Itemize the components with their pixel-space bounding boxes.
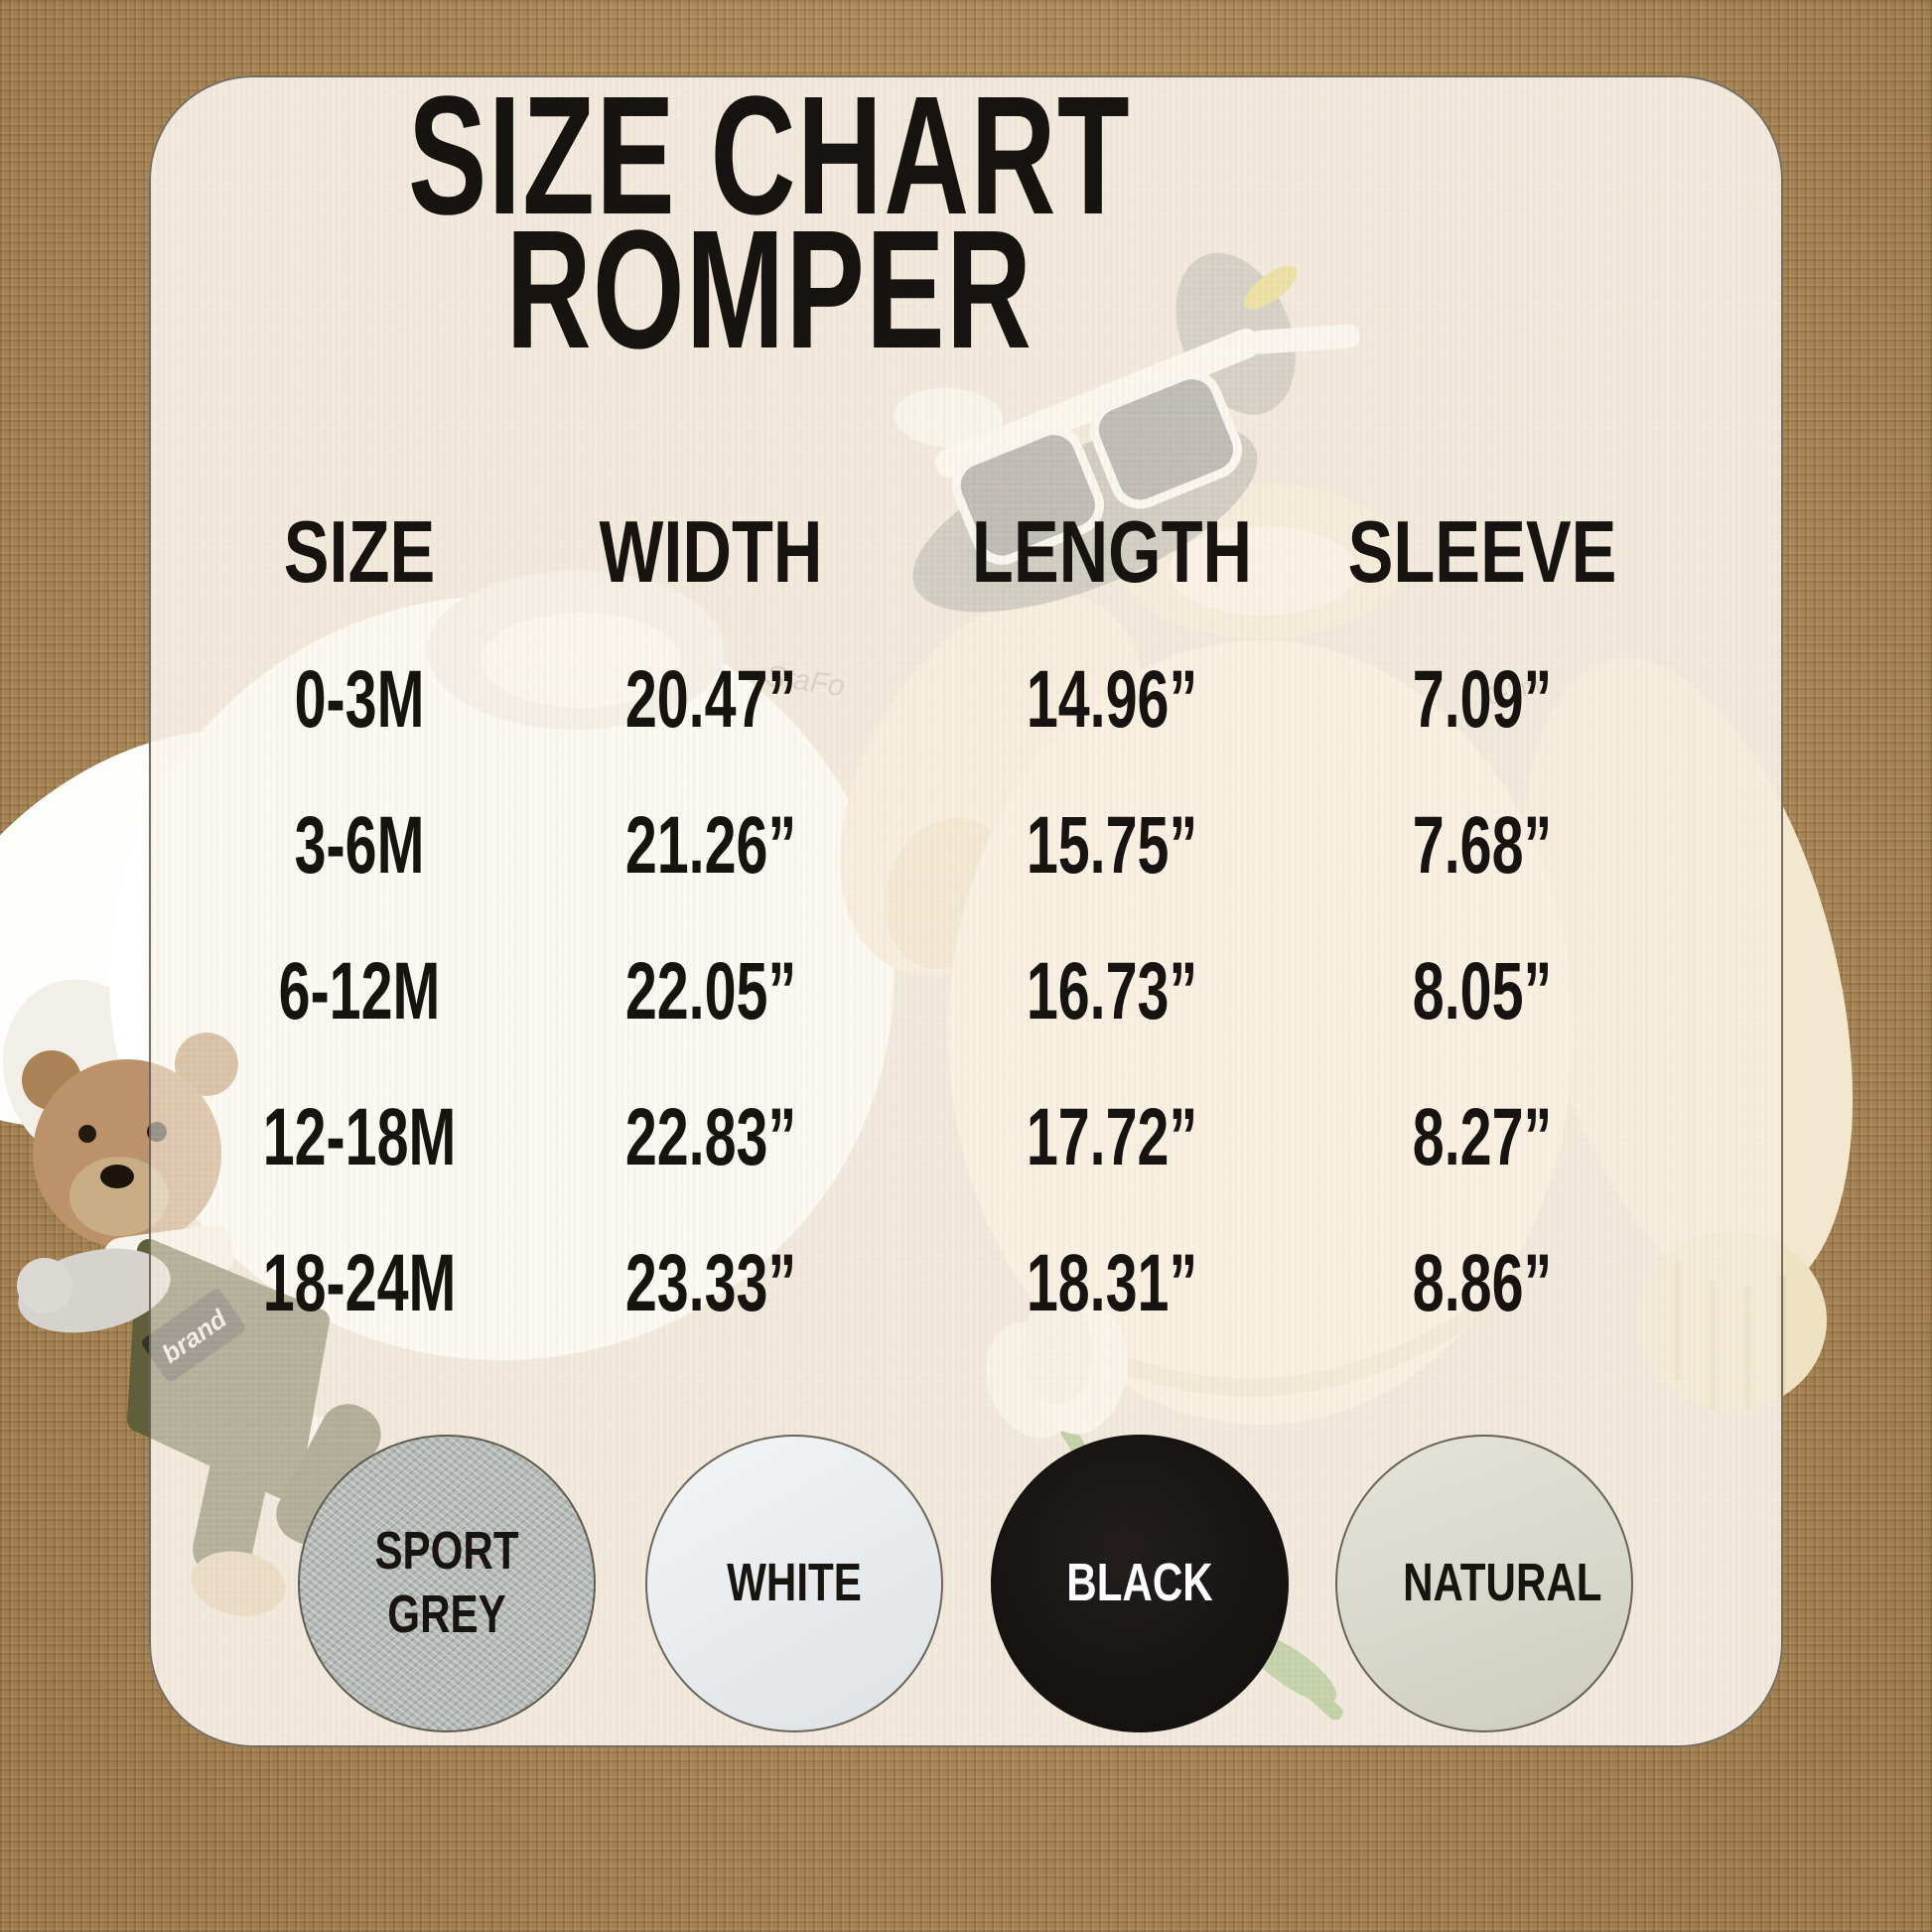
row-sleeve-value: 8.05”	[1412, 946, 1553, 1036]
row-size-label: 6-12M	[278, 946, 441, 1036]
row-width-value: 21.26”	[624, 800, 797, 891]
page-title-line2: ROMPER	[505, 196, 1034, 384]
swatch-label: WHITE	[727, 1553, 862, 1613]
swatch-black: BLACK	[991, 1435, 1289, 1732]
row-width-value: 22.05”	[624, 946, 797, 1036]
column-header-length: LENGTH	[971, 502, 1253, 601]
row-sleeve-value: 7.68”	[1412, 800, 1553, 891]
row-width-value: 23.33”	[624, 1238, 797, 1328]
swatch-white: WHITE	[645, 1435, 943, 1732]
column-header-size: SIZE	[283, 502, 436, 601]
swatch-label: SPORT GREY	[374, 1521, 519, 1644]
row-length-value: 18.31”	[1026, 1238, 1198, 1328]
page-title-line1: SIZE CHART	[408, 62, 1131, 250]
row-size-label: 18-24M	[262, 1238, 457, 1328]
row-length-value: 14.96”	[1026, 654, 1198, 745]
row-size-label: 12-18M	[262, 1092, 457, 1182]
row-sleeve-value: 7.09”	[1412, 654, 1553, 745]
swatch-sport-grey: SPORT GREY	[298, 1435, 596, 1732]
row-size-label: 0-3M	[294, 654, 425, 745]
row-size-label: 3-6M	[294, 800, 425, 891]
row-sleeve-value: 8.27”	[1412, 1092, 1553, 1182]
swatch-natural: NATURAL	[1335, 1435, 1633, 1732]
row-width-value: 20.47”	[624, 654, 797, 745]
row-length-value: 17.72”	[1026, 1092, 1198, 1182]
swatch-label: BLACK	[1066, 1553, 1213, 1613]
column-header-width: WIDTH	[599, 502, 823, 601]
row-length-value: 16.73”	[1026, 946, 1198, 1036]
row-width-value: 22.83”	[624, 1092, 797, 1182]
column-header-sleeve: SLEEVE	[1347, 502, 1617, 601]
swatch-label: NATURAL	[1403, 1553, 1602, 1613]
row-length-value: 15.75”	[1026, 800, 1198, 891]
row-sleeve-value: 8.86”	[1412, 1238, 1553, 1328]
